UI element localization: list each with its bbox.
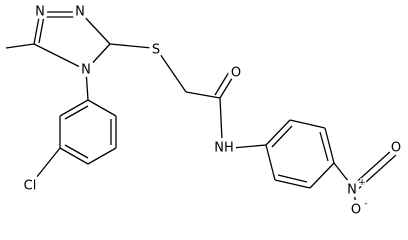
atom-label: O [231,66,241,81]
atom-label: O [391,141,401,156]
atom-label: N [81,63,91,78]
molecule-diagram: N N N S O NH N + O O - Cl [5,1,404,221]
atom-labels: N N N S O NH N + O O - Cl [20,1,404,221]
bonds [5,11,397,206]
charge-label: - [364,199,367,209]
atom-label: N [35,5,45,20]
atom-label: Cl [24,179,37,194]
atom-label: NH [214,141,234,156]
atom-label: S [152,43,160,58]
page: {"atoms": {"n1": "N", "n2": "N", "n4": "… [5,1,404,221]
atom-label: O [351,203,361,218]
atom-label: N [347,183,357,198]
charge-label: + [358,178,366,188]
atom-label: N [75,5,85,20]
